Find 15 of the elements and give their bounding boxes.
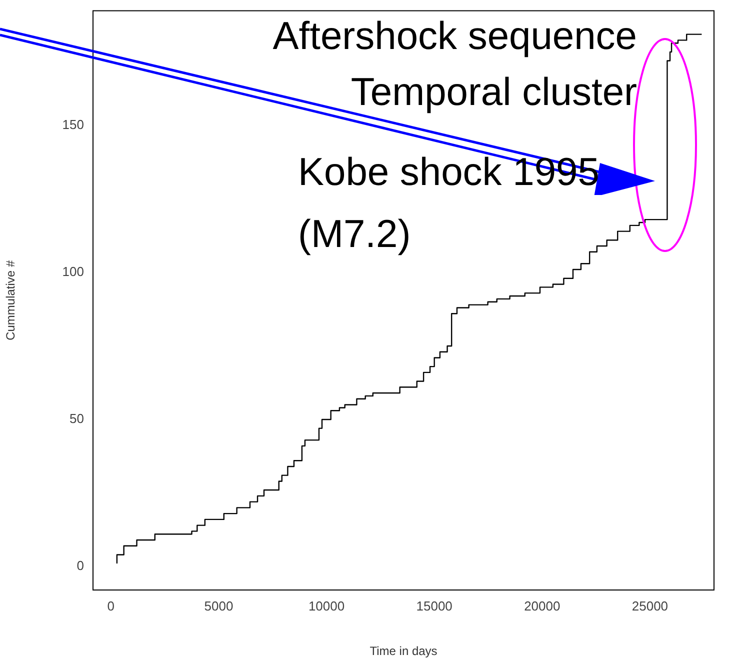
annotation: Aftershock sequence [272,14,637,60]
y-tick-label: 100 [62,264,84,280]
y-axis-title: Cummulative # [4,260,18,340]
annotation: Temporal cluster [350,70,637,116]
x-tick-label: 0 [107,598,115,614]
x-tick-label: 5000 [204,598,234,614]
x-axis-title: Time in days [370,644,438,658]
x-tick-label: 10000 [308,598,345,614]
y-tick-label: 150 [62,117,84,132]
annotation: (M7.2) [298,212,411,258]
x-tick-label: 20000 [524,598,560,614]
x-tick-label: 25000 [632,598,668,614]
y-tick-label: 50 [70,411,84,426]
x-tick-label: 15000 [416,598,452,614]
y-tick-label: 0 [76,558,84,574]
